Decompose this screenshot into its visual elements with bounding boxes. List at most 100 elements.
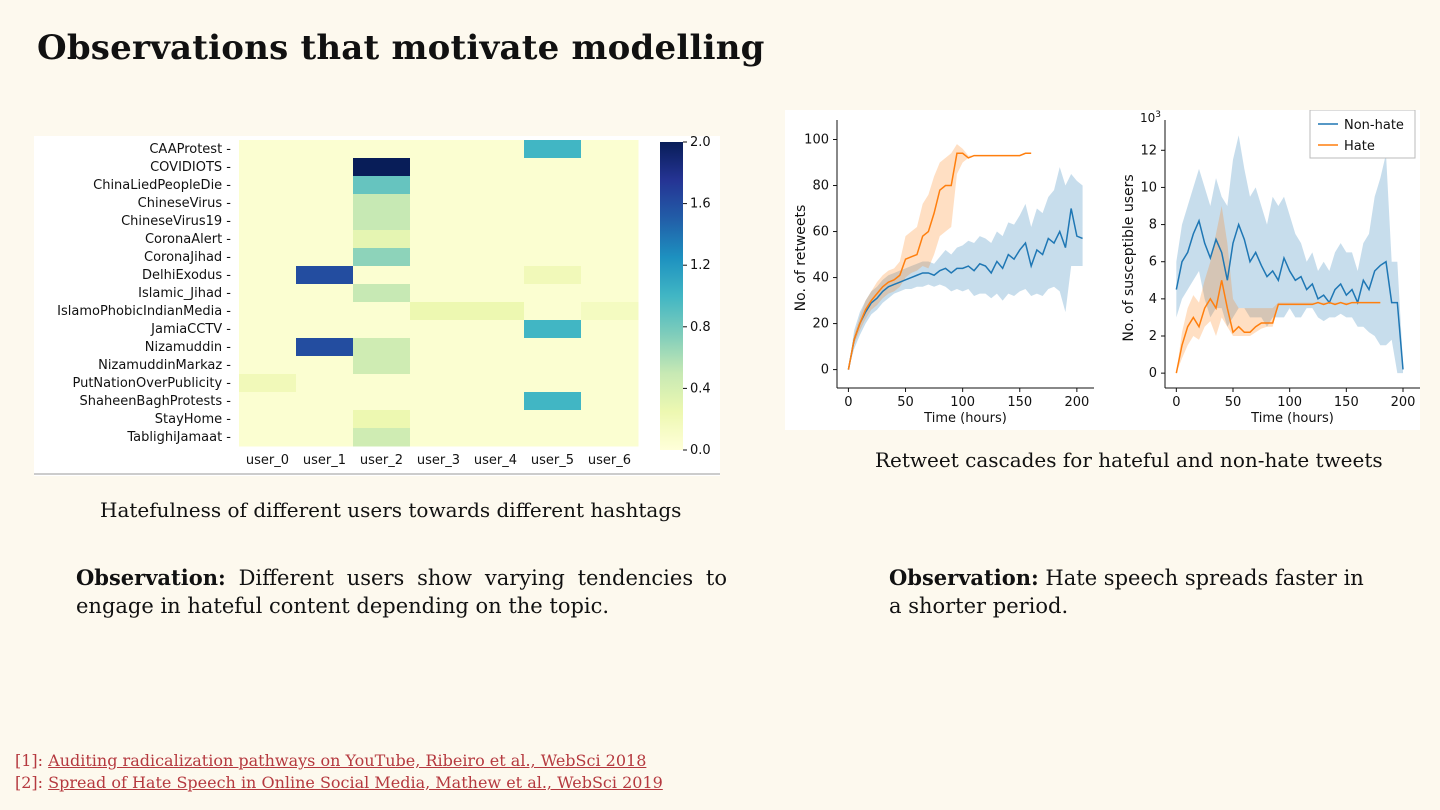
heatmap-cell	[581, 356, 639, 375]
x-tick-label: 100	[950, 395, 975, 410]
y-tick-label: 12	[1140, 143, 1157, 158]
x-tick-label: 100	[1277, 395, 1302, 410]
heatmap-cell	[410, 212, 468, 231]
heatmap-cell	[353, 374, 411, 393]
heatmap-cell	[581, 230, 639, 249]
heatmap-cell	[239, 428, 297, 447]
heatmap-cell	[467, 374, 525, 393]
x-tick-label: 50	[897, 395, 914, 410]
heatmap-cell	[581, 428, 639, 447]
heatmap-cell	[524, 302, 582, 321]
heatmap-col-label: user_0	[246, 453, 289, 468]
heatmap-cell	[353, 212, 411, 231]
heatmap-cell	[467, 248, 525, 267]
heatmap-cell	[467, 266, 525, 285]
heatmap-cell	[410, 266, 468, 285]
hate-line	[1175, 280, 1381, 374]
heatmap-col-label: user_1	[303, 453, 346, 468]
heatmap-cell	[296, 392, 354, 411]
x-tick-label: 150	[1007, 395, 1032, 410]
heatmap-row-label: ChinaLiedPeopleDie -	[93, 178, 231, 193]
heatmap-cell	[581, 338, 639, 357]
y-tick-label: 0	[1149, 366, 1157, 381]
cascade-figure: 0 50 100 150 200 0 20 40 60 80 100 Time (hours) No. …	[785, 109, 1420, 430]
observation-right-text: Hate speech spreads faster in a shorter …	[889, 566, 1364, 618]
nonhate-line	[847, 208, 1083, 370]
colorbar-tick-label: 2.0	[690, 136, 711, 150]
heatmap-cell	[581, 248, 639, 267]
heatmap-cell	[581, 176, 639, 195]
heatmap-cell	[239, 284, 297, 303]
x-tick-label: 200	[1064, 395, 1089, 410]
reference-2-prefix: [2]:	[15, 773, 49, 792]
heatmap-cell	[467, 428, 525, 447]
colorbar	[660, 142, 683, 450]
heatmap-cell	[467, 230, 525, 249]
heatmap-cell	[296, 284, 354, 303]
heatmap-cell	[581, 392, 639, 411]
heatmap-row-label: ChineseVirus19 -	[121, 214, 231, 229]
heatmap-col-label: user_6	[588, 453, 631, 468]
heatmap-cell	[410, 284, 468, 303]
heatmap-cell	[239, 356, 297, 375]
heatmap-cell	[353, 320, 411, 339]
reference-2-link[interactable]: Spread of Hate Speech in Online Social M…	[48, 773, 663, 792]
heatmap-cell	[239, 320, 297, 339]
heatmap-row-label: Nizamuddin -	[145, 340, 232, 355]
heatmap-cell	[239, 194, 297, 213]
heatmap-cell	[296, 356, 354, 375]
heatmap-cell	[239, 212, 297, 231]
heatmap-cell	[353, 410, 411, 429]
heatmap-cell	[524, 428, 582, 447]
heatmap-cell	[524, 266, 582, 285]
heatmap-cell	[524, 320, 582, 339]
heatmap-cell	[296, 140, 354, 159]
heatmap-row-label: TablighiJamaat -	[126, 430, 231, 445]
heatmap-cell	[353, 230, 411, 249]
heatmap-cell	[239, 158, 297, 177]
x-axis-label: Time (hours)	[923, 411, 1007, 426]
heatmap-cell	[296, 230, 354, 249]
heatmap-row-label: JamiaCCTV -	[150, 322, 231, 337]
heatmap-cell	[467, 140, 525, 159]
heatmap-cell	[410, 410, 468, 429]
heatmap-cell	[467, 356, 525, 375]
heatmap-cell	[581, 158, 639, 177]
reference-2: [2]: Spread of Hate Speech in Online Soc…	[15, 772, 663, 794]
heatmap-row-label: CoronaAlert -	[145, 232, 231, 247]
nonhate-line	[1175, 218, 1404, 370]
scale-exponent: 3	[1155, 110, 1161, 120]
y-tick-label: 6	[1149, 255, 1157, 270]
heatmap-cell	[467, 212, 525, 231]
hate-band	[1176, 206, 1381, 374]
y-axis-label: No. of retweets	[793, 205, 809, 312]
heatmap-cell	[581, 302, 639, 321]
heatmap-cell	[296, 320, 354, 339]
colorbar-tick-label: 0.0	[690, 443, 711, 458]
heatmap-cell	[467, 392, 525, 411]
observation-left-label: Observation:	[76, 565, 226, 590]
heatmap-cell	[296, 302, 354, 321]
heatmap-cell	[524, 284, 582, 303]
heatmap-cell	[410, 338, 468, 357]
heatmap-chart: CAAProtest - COVIDIOTS - ChinaLiedPeopleDi…	[34, 135, 720, 475]
heatmap-cell	[467, 194, 525, 213]
heatmap-cell	[410, 428, 468, 447]
x-tick-label: 0	[844, 395, 852, 410]
reference-1-link[interactable]: Auditing radicalization pathways on YouT…	[48, 751, 647, 770]
heatmap-row-label: ShaheenBaghProtests -	[80, 394, 232, 409]
heatmap-row-label: CoronaJihad -	[144, 250, 231, 265]
heatmap-row-label: NizamuddinMarkaz -	[98, 358, 231, 373]
heatmap-cell	[410, 320, 468, 339]
heatmap-cell	[467, 302, 525, 321]
heatmap-cell	[296, 248, 354, 267]
heatmap-row-label: IslamoPhobicIndianMedia -	[57, 304, 231, 319]
heatmap-cell	[353, 302, 411, 321]
reference-1: [1]: Auditing radicalization pathways on…	[15, 750, 663, 772]
heatmap-row-label: Islamic_Jihad -	[138, 286, 231, 301]
heatmap-cell	[410, 176, 468, 195]
heatmap-cell	[524, 140, 582, 159]
heatmap-cell	[410, 158, 468, 177]
y-tick-label: 2	[1149, 329, 1157, 344]
